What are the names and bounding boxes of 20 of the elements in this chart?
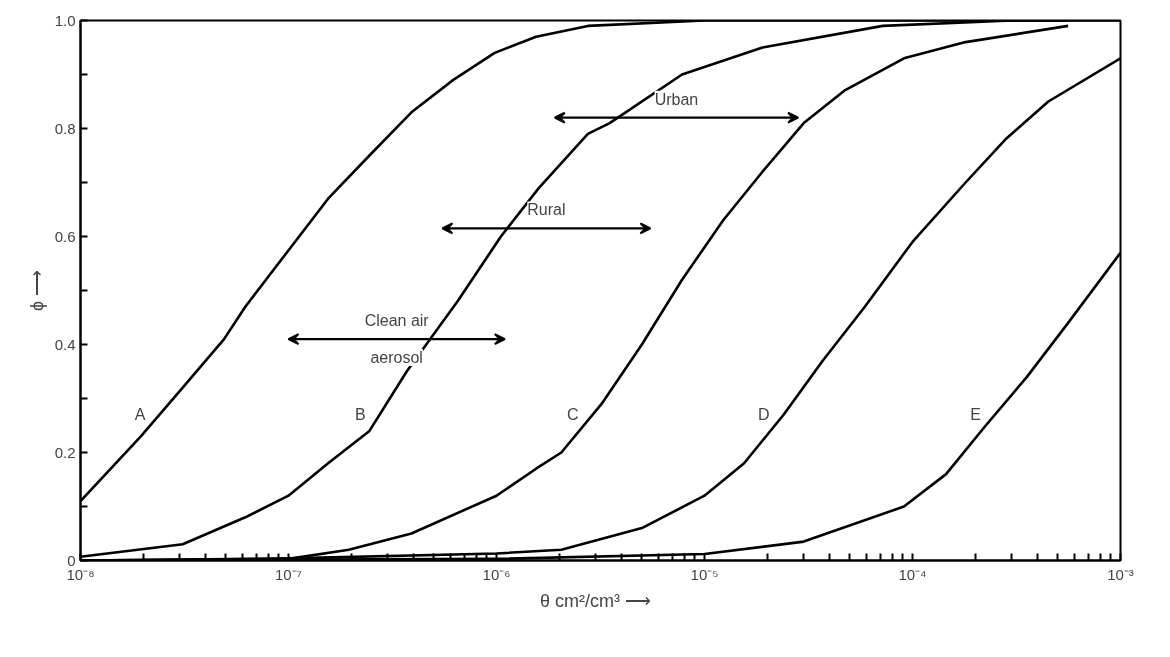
y-axis-title: ϕ ⟶ xyxy=(26,269,47,312)
x-tick-label: 10⁻⁷ xyxy=(274,565,303,583)
y-tick-label: 0.2 xyxy=(54,443,76,461)
series-label: B xyxy=(354,406,366,424)
x-tick-label: 10⁻⁶ xyxy=(482,565,511,583)
y-tick-label: 0.8 xyxy=(54,119,76,137)
series-label: A xyxy=(134,406,146,424)
y-tick-label: 0.4 xyxy=(54,335,76,353)
series-label: E xyxy=(970,406,981,424)
series-label: C xyxy=(567,406,579,424)
x-tick-label: 10⁻³ xyxy=(1107,565,1134,583)
x-tick-label: 10⁻⁵ xyxy=(690,565,719,583)
x-axis-title: θ cm²/cm³ ⟶ xyxy=(540,590,651,611)
annotation: Urban xyxy=(654,90,699,108)
y-tick-label: 1.0 xyxy=(54,11,76,29)
text: Clean air aerosol xyxy=(364,312,429,367)
annotation: Rural xyxy=(527,201,566,219)
y-tick-label: 0.6 xyxy=(54,227,76,245)
series-label: D xyxy=(758,406,770,424)
x-tick-label: 10⁻⁴ xyxy=(898,565,927,583)
